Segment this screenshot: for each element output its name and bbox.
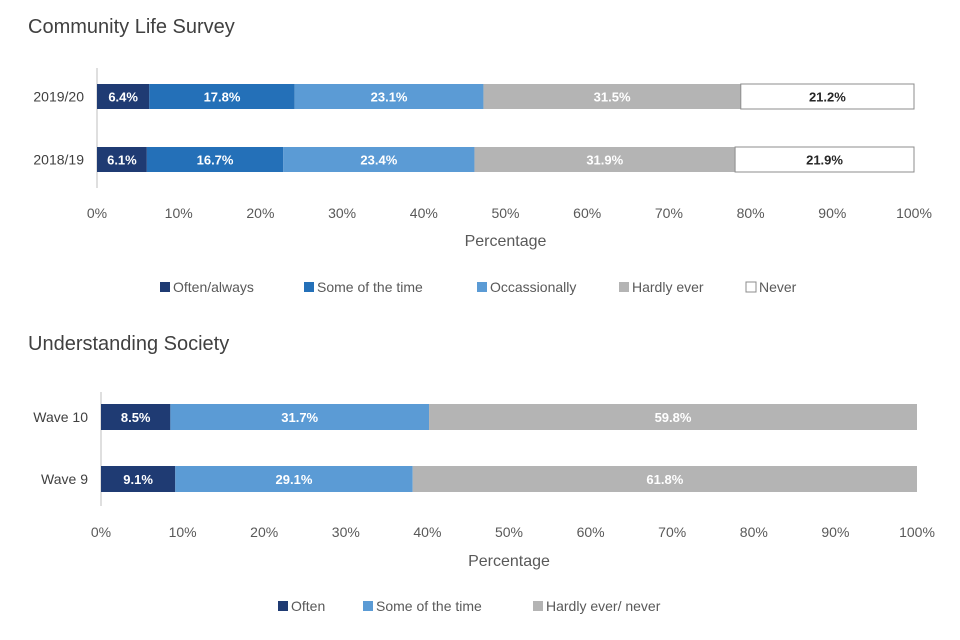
x-tick-label: 20%: [246, 205, 274, 221]
x-tick-label: 70%: [658, 524, 686, 540]
data-label: 61.8%: [646, 472, 683, 487]
legend-swatch: [745, 281, 757, 293]
bar-segment: [412, 466, 917, 492]
data-label: 59.8%: [655, 410, 692, 425]
legend-label: Some of the time: [317, 279, 423, 295]
x-tick-label: 90%: [818, 205, 846, 221]
x-tick-label: 70%: [655, 205, 683, 221]
data-label: 9.1%: [123, 472, 153, 487]
legend-swatch: [533, 601, 543, 611]
data-label: 17.8%: [204, 90, 241, 105]
category-label: 2018/19: [33, 152, 84, 168]
x-tick-label: 60%: [577, 524, 605, 540]
bar-segment: [170, 404, 430, 430]
bar-segment: [429, 404, 917, 430]
x-tick-label: 80%: [737, 205, 765, 221]
category-label: 2019/20: [33, 89, 84, 105]
bar-segment: [740, 83, 915, 110]
data-label: 29.1%: [276, 472, 313, 487]
bar-segment: [146, 147, 284, 172]
bar-segment: [283, 147, 475, 172]
chart-title-understanding-society: Understanding Society: [28, 333, 230, 355]
x-tick-label: 80%: [740, 524, 768, 540]
category-label: Wave 9: [41, 471, 88, 487]
data-label: 31.5%: [594, 90, 631, 105]
x-tick-label: 10%: [165, 205, 193, 221]
bar-segment: [97, 84, 150, 109]
legend-label: Often/always: [173, 279, 254, 295]
bar-segment: [734, 146, 915, 173]
legend-label: Occassionally: [490, 279, 576, 295]
data-label: 6.4%: [108, 90, 138, 105]
x-tick-label: 20%: [250, 524, 278, 540]
legend-label: Some of the time: [376, 598, 482, 614]
x-tick-label: 90%: [821, 524, 849, 540]
chart-title-community-life-survey: Community Life Survey: [28, 16, 235, 38]
data-label: 31.7%: [281, 410, 318, 425]
data-label: 23.1%: [371, 90, 408, 105]
bar-segment: [97, 147, 147, 172]
x-tick-label: 50%: [495, 524, 523, 540]
legend-swatch: [160, 282, 170, 292]
legend-swatch: [619, 282, 629, 292]
x-tick-label: 100%: [896, 205, 932, 221]
x-tick-label: 100%: [899, 524, 935, 540]
legend-swatch: [477, 282, 487, 292]
x-tick-label: 40%: [410, 205, 438, 221]
legend-label: Hardly ever/ never: [546, 598, 661, 614]
x-tick-label: 50%: [491, 205, 519, 221]
bar-segment: [101, 404, 171, 430]
data-label: 23.4%: [360, 153, 397, 168]
bar-segment: [483, 84, 741, 109]
legend-label: Often: [291, 598, 325, 614]
data-label: 21.9%: [806, 153, 843, 168]
bar-segment: [294, 84, 484, 109]
data-label: 21.2%: [809, 90, 846, 105]
x-tick-label: 40%: [413, 524, 441, 540]
legend-swatch: [278, 601, 288, 611]
x-axis-title: Percentage: [465, 233, 547, 250]
bar-segment: [175, 466, 413, 492]
x-tick-label: 0%: [91, 524, 111, 540]
bar-segment: [149, 84, 295, 109]
legend-swatch: [304, 282, 314, 292]
x-tick-label: 30%: [328, 205, 356, 221]
data-label: 6.1%: [107, 153, 137, 168]
bar-segment: [101, 466, 176, 492]
data-label: 16.7%: [197, 153, 234, 168]
x-tick-label: 30%: [332, 524, 360, 540]
x-tick-label: 60%: [573, 205, 601, 221]
legend-swatch: [363, 601, 373, 611]
x-tick-label: 0%: [87, 205, 107, 221]
x-axis-title: Percentage: [468, 553, 550, 570]
data-label: 31.9%: [586, 153, 623, 168]
x-tick-label: 10%: [169, 524, 197, 540]
category-label: Wave 10: [33, 409, 88, 425]
data-label: 8.5%: [121, 410, 151, 425]
legend-label: Never: [759, 279, 797, 295]
legend-label: Hardly ever: [632, 279, 704, 295]
bar-segment: [474, 147, 736, 172]
